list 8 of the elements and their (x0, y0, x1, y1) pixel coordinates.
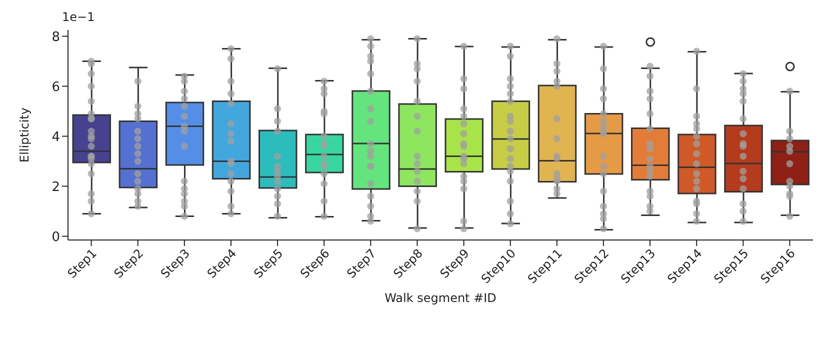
y-tick-label: 8 (52, 30, 60, 45)
y-tick-label: 4 (52, 130, 60, 145)
x-axis-title: Walk segment #ID (384, 291, 496, 305)
y-axis-title: Ellipticity (17, 108, 32, 162)
y-tick-label: 0 (52, 230, 60, 245)
text: 1e−1 (62, 10, 95, 24)
y-tick-label: 2 (52, 180, 60, 195)
y-tick-label: 6 (52, 80, 60, 95)
